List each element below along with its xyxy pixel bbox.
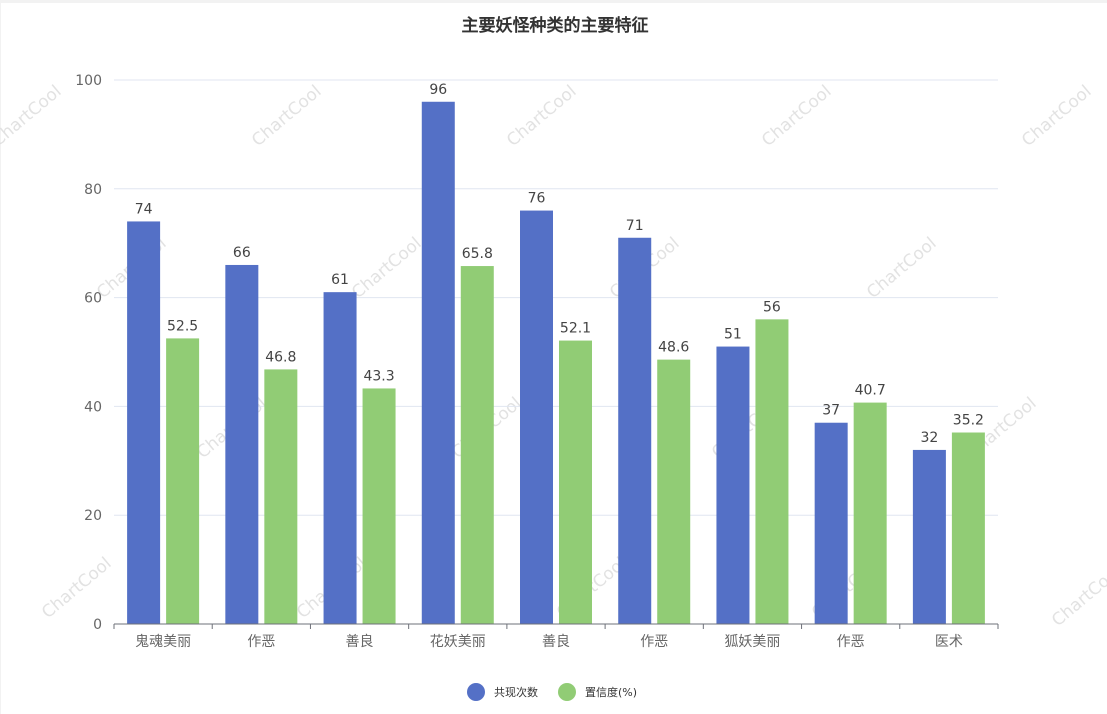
legend-marker [467,683,485,701]
data-label: 48.6 [658,340,689,356]
bar [264,369,298,624]
watermark-text: ChartCool [1048,561,1107,630]
x-tick-label: 花妖美丽 [430,634,486,650]
y-tick-label: 0 [93,617,102,633]
data-label: 46.8 [265,349,296,365]
watermark-text: ChartCool [38,553,115,622]
data-label: 66 [233,245,251,261]
bar [362,388,396,624]
bar [912,449,946,624]
data-label: 96 [429,82,447,98]
bar [323,292,357,624]
bars-layer [127,101,985,624]
data-label: 52.5 [167,318,198,334]
data-label: 32 [920,430,938,446]
x-tick-label: 作恶 [640,634,668,650]
watermark-text: ChartCool [248,81,325,150]
bar [166,338,200,624]
x-tick-label: 医术 [935,634,963,650]
grid-lines [114,79,998,516]
data-label: 40.7 [855,383,886,399]
bar [421,101,455,624]
data-label: 61 [331,272,349,288]
legend-label: 置信度(%) [585,685,637,699]
y-tick-label: 100 [75,73,102,89]
y-tick-label: 40 [84,399,102,415]
data-label: 76 [528,191,546,207]
bar [951,432,985,624]
x-tick-label: 作恶 [247,634,275,650]
x-tick-label: 善良 [542,634,570,650]
legend-label: 共现次数 [494,685,538,699]
watermark-text: ChartCool [348,233,425,302]
bar [225,264,259,624]
y-tick-label: 60 [84,291,102,307]
legend-marker [558,683,576,701]
data-labels-layer: 74 66 61 96 76 71 51 37 32 52.5 46.8 43.3 65.8 52.1 48… [135,82,984,446]
bar [716,346,750,624]
bar [460,266,494,624]
bar [814,422,848,624]
watermark-text: ChartCool [0,81,65,150]
bar [520,210,553,624]
data-label: 56 [763,299,781,315]
bar [618,237,652,624]
bar [559,340,592,624]
data-label: 52.1 [560,321,591,337]
bar [127,221,161,624]
bar [755,319,789,624]
legend: 共现次数 置信度(%) [467,683,637,701]
watermark-text: ChartCool [863,233,940,302]
data-label: 51 [724,327,742,343]
watermark-text: ChartCool [758,81,835,150]
y-tick-label: 20 [84,508,102,524]
data-label: 71 [626,218,644,234]
x-tick-label: 鬼魂美丽 [135,634,191,650]
chart-title: 主要妖怪种类的主要特征 [462,15,649,36]
watermark-text: ChartCool [1018,81,1095,150]
data-label: 43.3 [363,368,394,384]
x-axis: 鬼魂美丽 作恶 善良 花妖美丽 善良 作恶 狐妖美丽 作恶 医术 [113,623,999,650]
bar [853,402,887,624]
data-label: 65.8 [462,246,493,262]
bar [657,359,691,624]
x-tick-label: 善良 [346,634,374,650]
data-label: 37 [822,403,840,419]
data-label: 74 [135,201,153,217]
y-tick-label: 80 [84,182,102,198]
y-axis: 0 20 40 60 80 100 [75,73,102,633]
x-tick-label: 作恶 [837,634,865,650]
x-tick-label: 狐妖美丽 [724,634,780,650]
watermark-text: ChartCool [503,81,580,150]
data-label: 35.2 [953,413,984,429]
